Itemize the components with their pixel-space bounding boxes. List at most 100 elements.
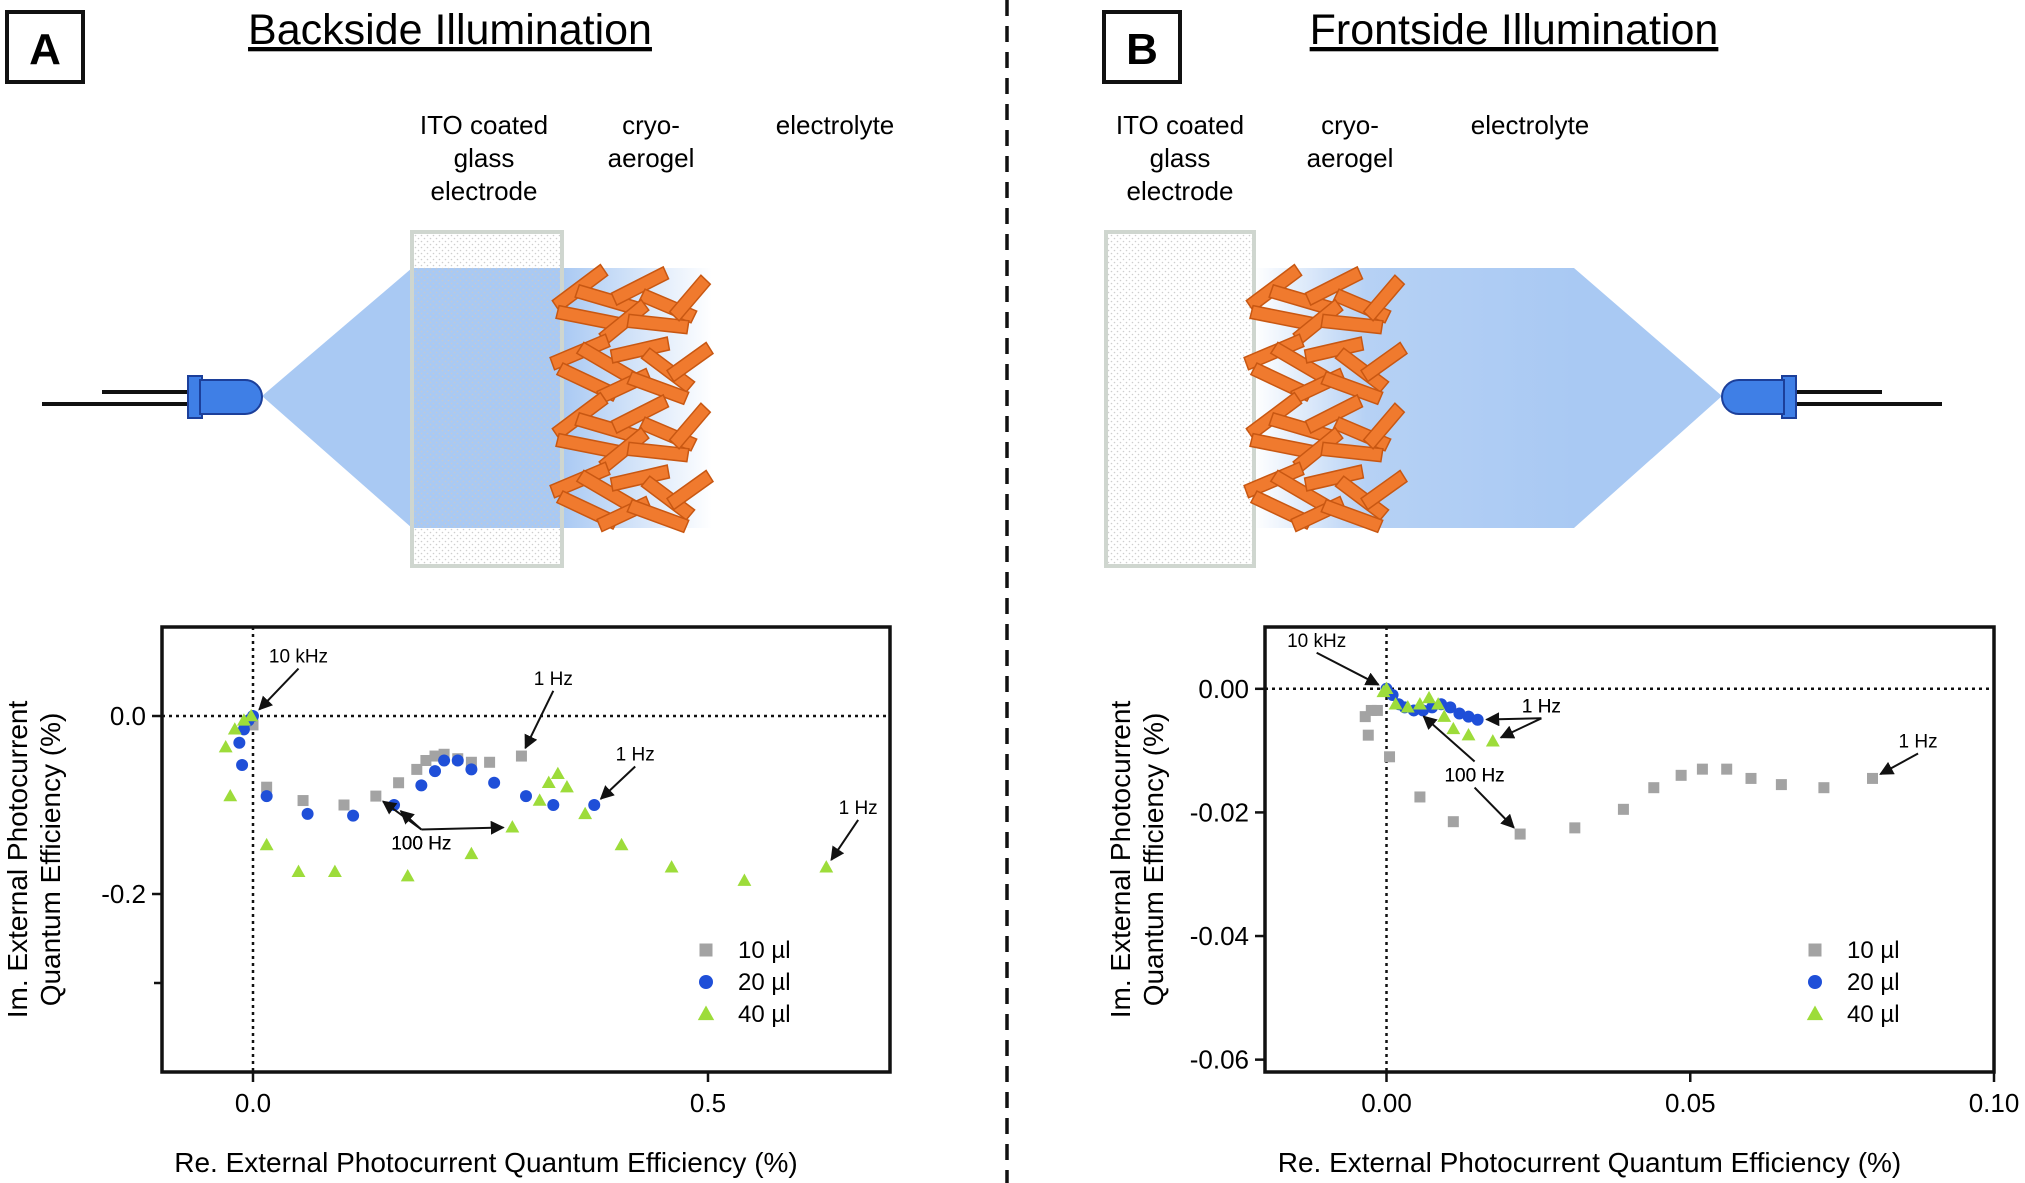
data-point: [259, 837, 274, 851]
x-tick-label: 0.0: [235, 1088, 271, 1118]
legend-label: 40 µl: [1847, 1001, 1900, 1028]
panel-b-aerogel-label-line2: aerogel: [1307, 143, 1394, 173]
annotation-label: 100 Hz: [391, 834, 451, 855]
annotation-label: 100 Hz: [1444, 766, 1504, 787]
data-point: [438, 754, 451, 767]
data-point: [1412, 697, 1427, 710]
aerogel-flake: [1362, 402, 1406, 450]
annotation-arrow: [830, 819, 859, 861]
y-tick-label: -0.04: [1190, 921, 1249, 951]
data-point: [505, 820, 520, 833]
y-axis-label: Im. External Photocurrent: [1105, 701, 1136, 1019]
aerogel-flake: [1303, 336, 1365, 364]
data-point: [737, 873, 752, 886]
data-point: [1696, 763, 1708, 775]
data-point: [411, 763, 423, 775]
data-point: [1775, 779, 1787, 791]
chart-b: 0.00 0.05 0.10 0.00 -0.02 -0.04 -0.06 Re. Exter…: [1105, 625, 2020, 1178]
chart-a: 0.0 0.5 0.0 -0.2 Re. External Photocurrent Q…: [2, 625, 892, 1178]
data-point: [1485, 734, 1500, 747]
panel-a-led-icon: [42, 375, 263, 419]
x-tick-label: 0.10: [1969, 1088, 2020, 1118]
panel-a-aerogel: [549, 263, 715, 534]
data-point: [393, 777, 405, 789]
annotation-label: 1 Hz: [534, 669, 573, 690]
aerogel-flake: [668, 274, 712, 322]
panel-a-letter-box: [5, 10, 85, 84]
data-point: [1818, 782, 1830, 794]
aerogel-flake: [1359, 469, 1409, 511]
aerogel-flake: [1320, 498, 1384, 534]
annotation-label: 1 Hz: [616, 745, 655, 766]
data-point: [1444, 701, 1457, 714]
annotation-label: 1 Hz: [1522, 696, 1561, 717]
data-point: [465, 763, 478, 776]
annotation-arrow: [1316, 651, 1380, 686]
data-point: [247, 719, 259, 731]
data-point: [415, 779, 428, 792]
aerogel-flake: [609, 464, 671, 492]
data-point: [1447, 816, 1459, 828]
data-point: [1437, 709, 1452, 722]
data-point: [664, 860, 679, 873]
data-point: [400, 869, 415, 882]
aerogel-flake: [665, 469, 715, 511]
annotation-arrow: [1473, 786, 1515, 829]
legend-label: 10 µl: [738, 937, 791, 964]
y-tick-label: -0.06: [1190, 1045, 1249, 1075]
panel-b: B Frontside Illumination ITO coated glas…: [1102, 6, 1942, 568]
data-point: [260, 790, 273, 803]
panel-a-ito-label-line1: ITO coated: [420, 110, 548, 140]
data-point: [1379, 681, 1394, 695]
annotation-arrow: [524, 690, 555, 750]
data-point: [588, 799, 601, 811]
y-axis-label: Im. External Photocurrent: [2, 701, 33, 1019]
annotation-label: 10 kHz: [269, 647, 328, 668]
aerogel-flake: [1359, 341, 1409, 383]
data-point: [420, 755, 432, 766]
legend-marker: [699, 943, 713, 957]
aerogel-flake: [610, 393, 670, 435]
aerogel-flake: [626, 370, 690, 406]
data-point: [1745, 772, 1757, 784]
data-point: [560, 780, 574, 793]
data-point: [465, 756, 477, 768]
legend-marker: [1808, 975, 1822, 989]
aerogel-flake: [626, 441, 690, 463]
annotation-arrow: [1499, 717, 1542, 739]
data-point: [1471, 713, 1484, 726]
panel-a-title: Backside Illumination: [248, 6, 652, 54]
data-point: [429, 750, 441, 762]
annotation-label: 1 Hz: [1899, 732, 1938, 753]
data-point: [236, 713, 251, 726]
data-point: [1365, 704, 1377, 716]
aerogel-flake: [1303, 464, 1365, 492]
aerogel-flake: [668, 402, 712, 450]
data-point: [1414, 791, 1426, 803]
legend-label: 10 µl: [1847, 937, 1900, 964]
data-point: [451, 754, 464, 767]
panel-a-electrolyte-label: electrolyte: [776, 110, 895, 140]
data-point: [291, 864, 306, 877]
panel-b-letter-box: [1102, 10, 1182, 84]
panel-b-letter: B: [1126, 25, 1158, 74]
aerogel-flake: [1320, 313, 1384, 335]
data-point: [1371, 704, 1383, 716]
y-tick-label: 0.00: [1198, 674, 1249, 704]
annotation-arrow: [258, 667, 300, 711]
data-point: [223, 788, 238, 802]
annotation-arrow: [1879, 752, 1919, 775]
aerogel-flake: [1362, 274, 1406, 322]
data-point: [515, 750, 527, 762]
x-tick-label: 0.00: [1361, 1088, 1412, 1118]
legend-marker: [697, 1005, 715, 1021]
panel-a-light-cone: [262, 268, 412, 528]
legend-label: 40 µl: [738, 1001, 791, 1028]
data-point: [297, 795, 309, 807]
panel-b-ito-label-line2: glass: [1150, 143, 1211, 173]
data-point: [541, 775, 556, 788]
data-point: [1867, 772, 1878, 784]
data-point: [1617, 803, 1629, 815]
data-point: [1569, 822, 1581, 834]
